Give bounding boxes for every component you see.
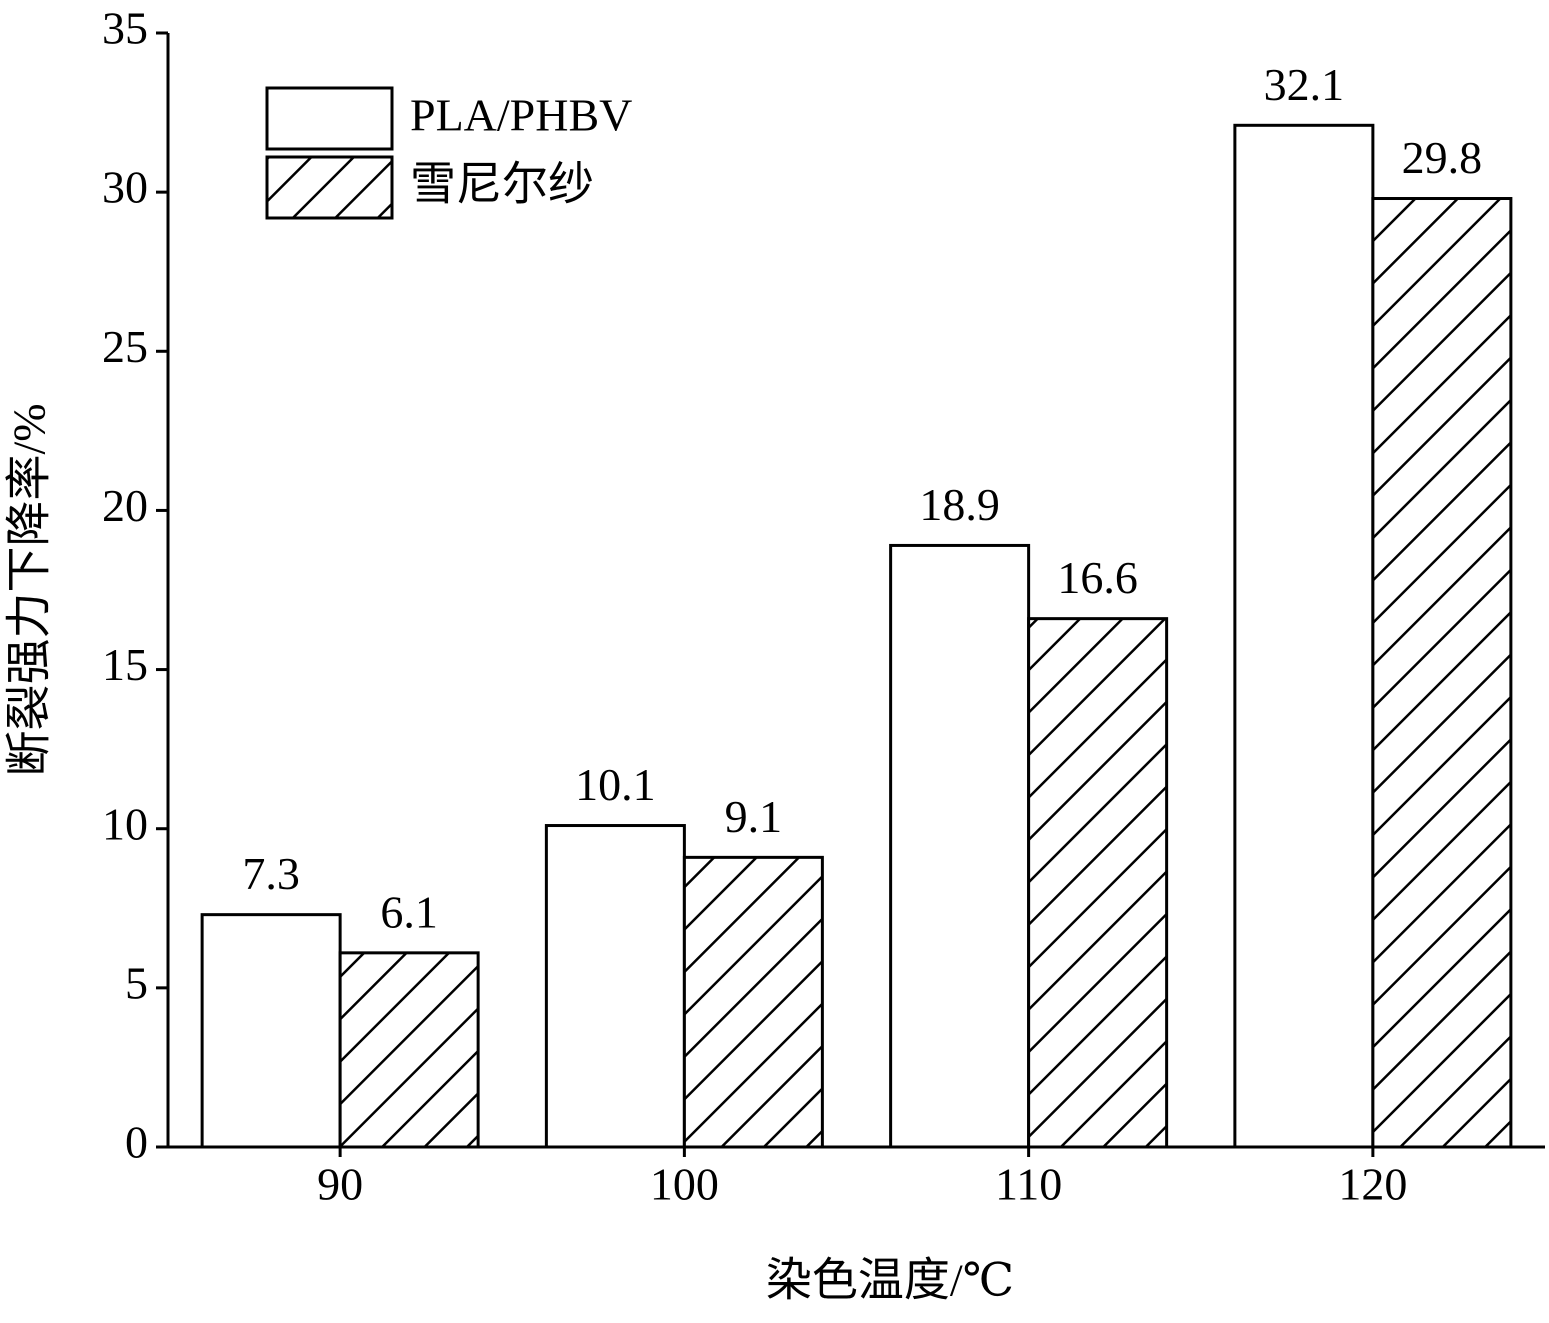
y-axis-label: 断裂强力下降率/%: [4, 403, 55, 776]
legend-label: PLA/PHBV: [410, 90, 632, 141]
value-label: 7.3: [242, 848, 300, 899]
y-tick-label: 0: [125, 1117, 148, 1168]
y-tick-label: 20: [102, 480, 148, 531]
bar: [682, 855, 824, 1149]
legend-swatch: [265, 155, 394, 220]
x-tick-label: 120: [1338, 1159, 1407, 1210]
value-label: 16.6: [1057, 552, 1138, 603]
bar: [200, 913, 342, 1149]
bar: [889, 543, 1031, 1149]
y-tick-label: 15: [102, 639, 148, 690]
value-label: 18.9: [919, 479, 1000, 530]
bar: [1027, 617, 1169, 1149]
x-axis-label: 染色温度/℃: [766, 1255, 1014, 1306]
y-tick-label: 25: [102, 321, 148, 372]
value-label: 29.8: [1402, 132, 1483, 183]
y-tick-label: 5: [125, 957, 148, 1008]
value-label: 32.1: [1264, 59, 1345, 110]
x-tick-label: 90: [317, 1159, 363, 1210]
bar: [338, 951, 480, 1149]
value-label: 10.1: [575, 759, 656, 810]
value-label: 9.1: [725, 791, 783, 842]
x-tick-label: 110: [995, 1159, 1062, 1210]
x-tick-label: 100: [650, 1159, 719, 1210]
bar: [544, 824, 686, 1149]
legend-swatch: [265, 86, 394, 151]
y-tick-label: 35: [102, 3, 148, 54]
y-tick-label: 30: [102, 162, 148, 213]
legend-label: 雪尼尔纱: [410, 159, 594, 210]
bar: [1233, 123, 1375, 1149]
y-tick-label: 10: [102, 798, 148, 849]
bar: [1371, 197, 1513, 1149]
value-label: 6.1: [380, 886, 438, 937]
